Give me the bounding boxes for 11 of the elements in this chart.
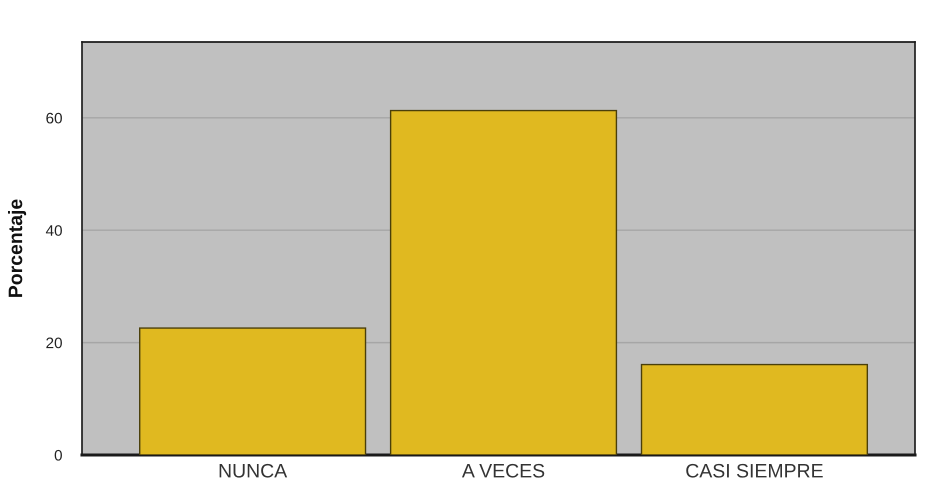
x-tick-label: CASI SIEMPRE — [686, 464, 823, 478]
y-tick-label: 40 — [46, 225, 62, 236]
y-axis-title: Porcentaje — [8, 199, 26, 297]
bar — [390, 110, 618, 455]
x-tick-label: NUNCA — [220, 464, 288, 478]
y-tick-label: 60 — [46, 112, 62, 124]
y-tick-label: 20 — [46, 337, 62, 348]
bar — [139, 327, 366, 455]
bar — [640, 364, 868, 455]
y-tick-label: 0 — [54, 450, 62, 461]
x-tick-label: A VECES — [462, 464, 544, 478]
